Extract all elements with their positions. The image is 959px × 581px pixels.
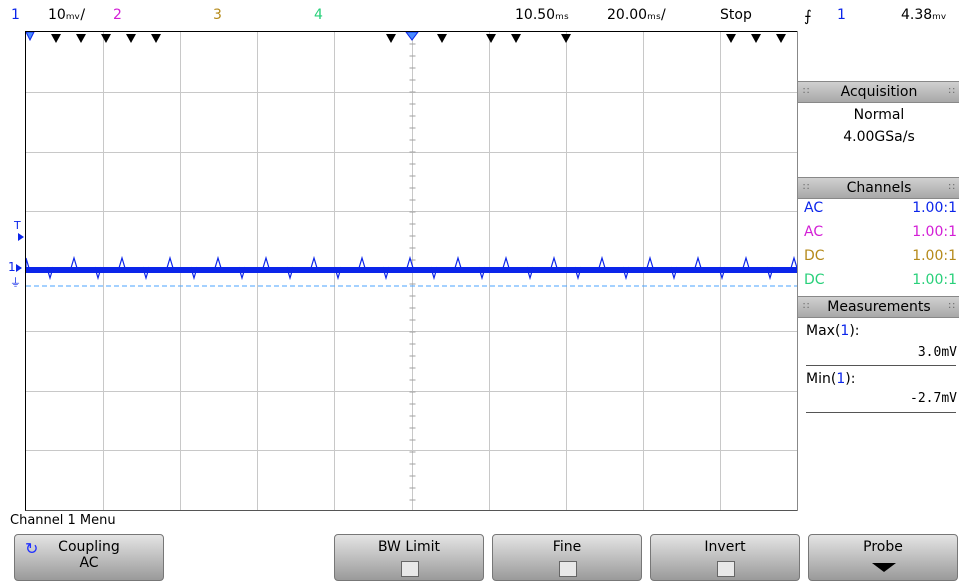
fine-label: Fine [552,539,582,555]
fine-checkbox[interactable] [559,561,577,577]
ch2-probe: 1.00:1 [912,224,957,240]
measurements-title: Measurements [827,299,931,315]
waveform-display[interactable] [25,31,797,511]
meas-max-value: 3.0mV [917,345,957,360]
trigger-level-marker[interactable]: T [14,219,21,232]
ch1-coupling: AC [804,200,824,216]
rotate-knob-icon: ↻ [25,539,39,558]
sample-rate: 4.00GSa/s [843,129,915,145]
coupling-label: Coupling [58,539,120,555]
event-marker-icon [76,34,86,43]
event-marker-icon [126,34,136,43]
ch1-scale[interactable]: 10ₘᵥ/ [48,7,86,23]
ch3-probe: 1.00:1 [912,248,957,264]
time-scale[interactable]: 20.00ₘₛ/ [607,7,666,23]
menu-title: Channel 1 Menu [10,513,116,528]
trigger-position-marker [405,32,419,41]
trigger-falling-edge-icon: ⨍ [804,7,812,25]
ch2-coupling: AC [804,224,824,240]
event-marker-icon [561,34,571,43]
meas-divider [806,365,956,366]
acquisition-title: Acquisition [840,84,918,100]
meas-min-label: Min(1): [806,371,856,387]
ch1-trace-band [26,267,797,273]
channels-header[interactable]: ∷ Channels ∷ [798,177,959,199]
channels-title: Channels [846,180,912,196]
fine-softkey[interactable]: Fine [492,534,642,581]
graticule [26,32,797,510]
event-marker-icon [751,34,761,43]
probe-softkey[interactable]: Probe [808,534,958,581]
meas-divider [806,412,956,413]
acquisition-mode: Normal [853,107,905,123]
trigger-arrow-icon [18,233,24,241]
ch4-coupling: DC [804,272,825,288]
meas-max-label: Max(1): [806,323,860,339]
grip-icon: ∷ [803,182,810,193]
status-bar: 1 10ₘᵥ/ 2 3 4 10.50ₘₛ 20.00ₘₛ/ Stop ⨍ 1 … [0,0,959,30]
event-marker-icon [151,34,161,43]
event-marker-icon [386,34,396,43]
event-marker-icon [486,34,496,43]
invert-label: Invert [704,539,746,555]
grip-icon: ∷ [803,301,810,312]
coupling-softkey[interactable]: ↻ Coupling AC [14,534,164,581]
event-marker-icon [51,34,61,43]
measurements-header[interactable]: ∷ Measurements ∷ [798,296,959,318]
bw-limit-label: BW Limit [377,539,441,555]
ground-icon: ⏚ [10,276,21,289]
ch1-ground-marker[interactable]: 1 [8,260,16,274]
ch1-number[interactable]: 1 [11,7,20,23]
ch4-number[interactable]: 4 [314,7,323,23]
ch3-number[interactable]: 3 [213,7,222,23]
invert-checkbox[interactable] [717,561,735,577]
ch2-number[interactable]: 2 [113,7,122,23]
run-state: Stop [720,7,752,23]
event-marker-icon [101,34,111,43]
arrow-down-icon [872,563,896,572]
invert-softkey[interactable]: Invert [650,534,800,581]
ch4-probe: 1.00:1 [912,272,957,288]
trigger-level[interactable]: 4.38ₘᵥ [901,7,947,23]
probe-label: Probe [863,539,903,555]
left-edge-marker [26,32,35,42]
grip-icon: ∷ [948,182,955,193]
event-marker-icon [726,34,736,43]
trigger-channel: 1 [837,7,846,23]
event-marker-icon [776,34,786,43]
ch3-coupling: DC [804,248,825,264]
ch1-marker-arrow-icon [16,264,22,272]
grip-icon: ∷ [803,86,810,97]
acquisition-header[interactable]: ∷ Acquisition ∷ [798,81,959,103]
bw-limit-checkbox[interactable] [401,561,419,577]
grip-icon: ∷ [948,86,955,97]
event-marker-icon [437,34,447,43]
meas-min-value: -2.7mV [910,391,957,406]
bw-limit-softkey[interactable]: BW Limit [334,534,484,581]
coupling-value: AC [79,555,99,571]
event-marker-icon [511,34,521,43]
grip-icon: ∷ [948,301,955,312]
info-panel: ∷ Acquisition ∷ Normal 4.00GSa/s ∷ Chann… [797,31,959,511]
time-position[interactable]: 10.50ₘₛ [515,7,570,23]
ch1-probe: 1.00:1 [912,200,957,216]
